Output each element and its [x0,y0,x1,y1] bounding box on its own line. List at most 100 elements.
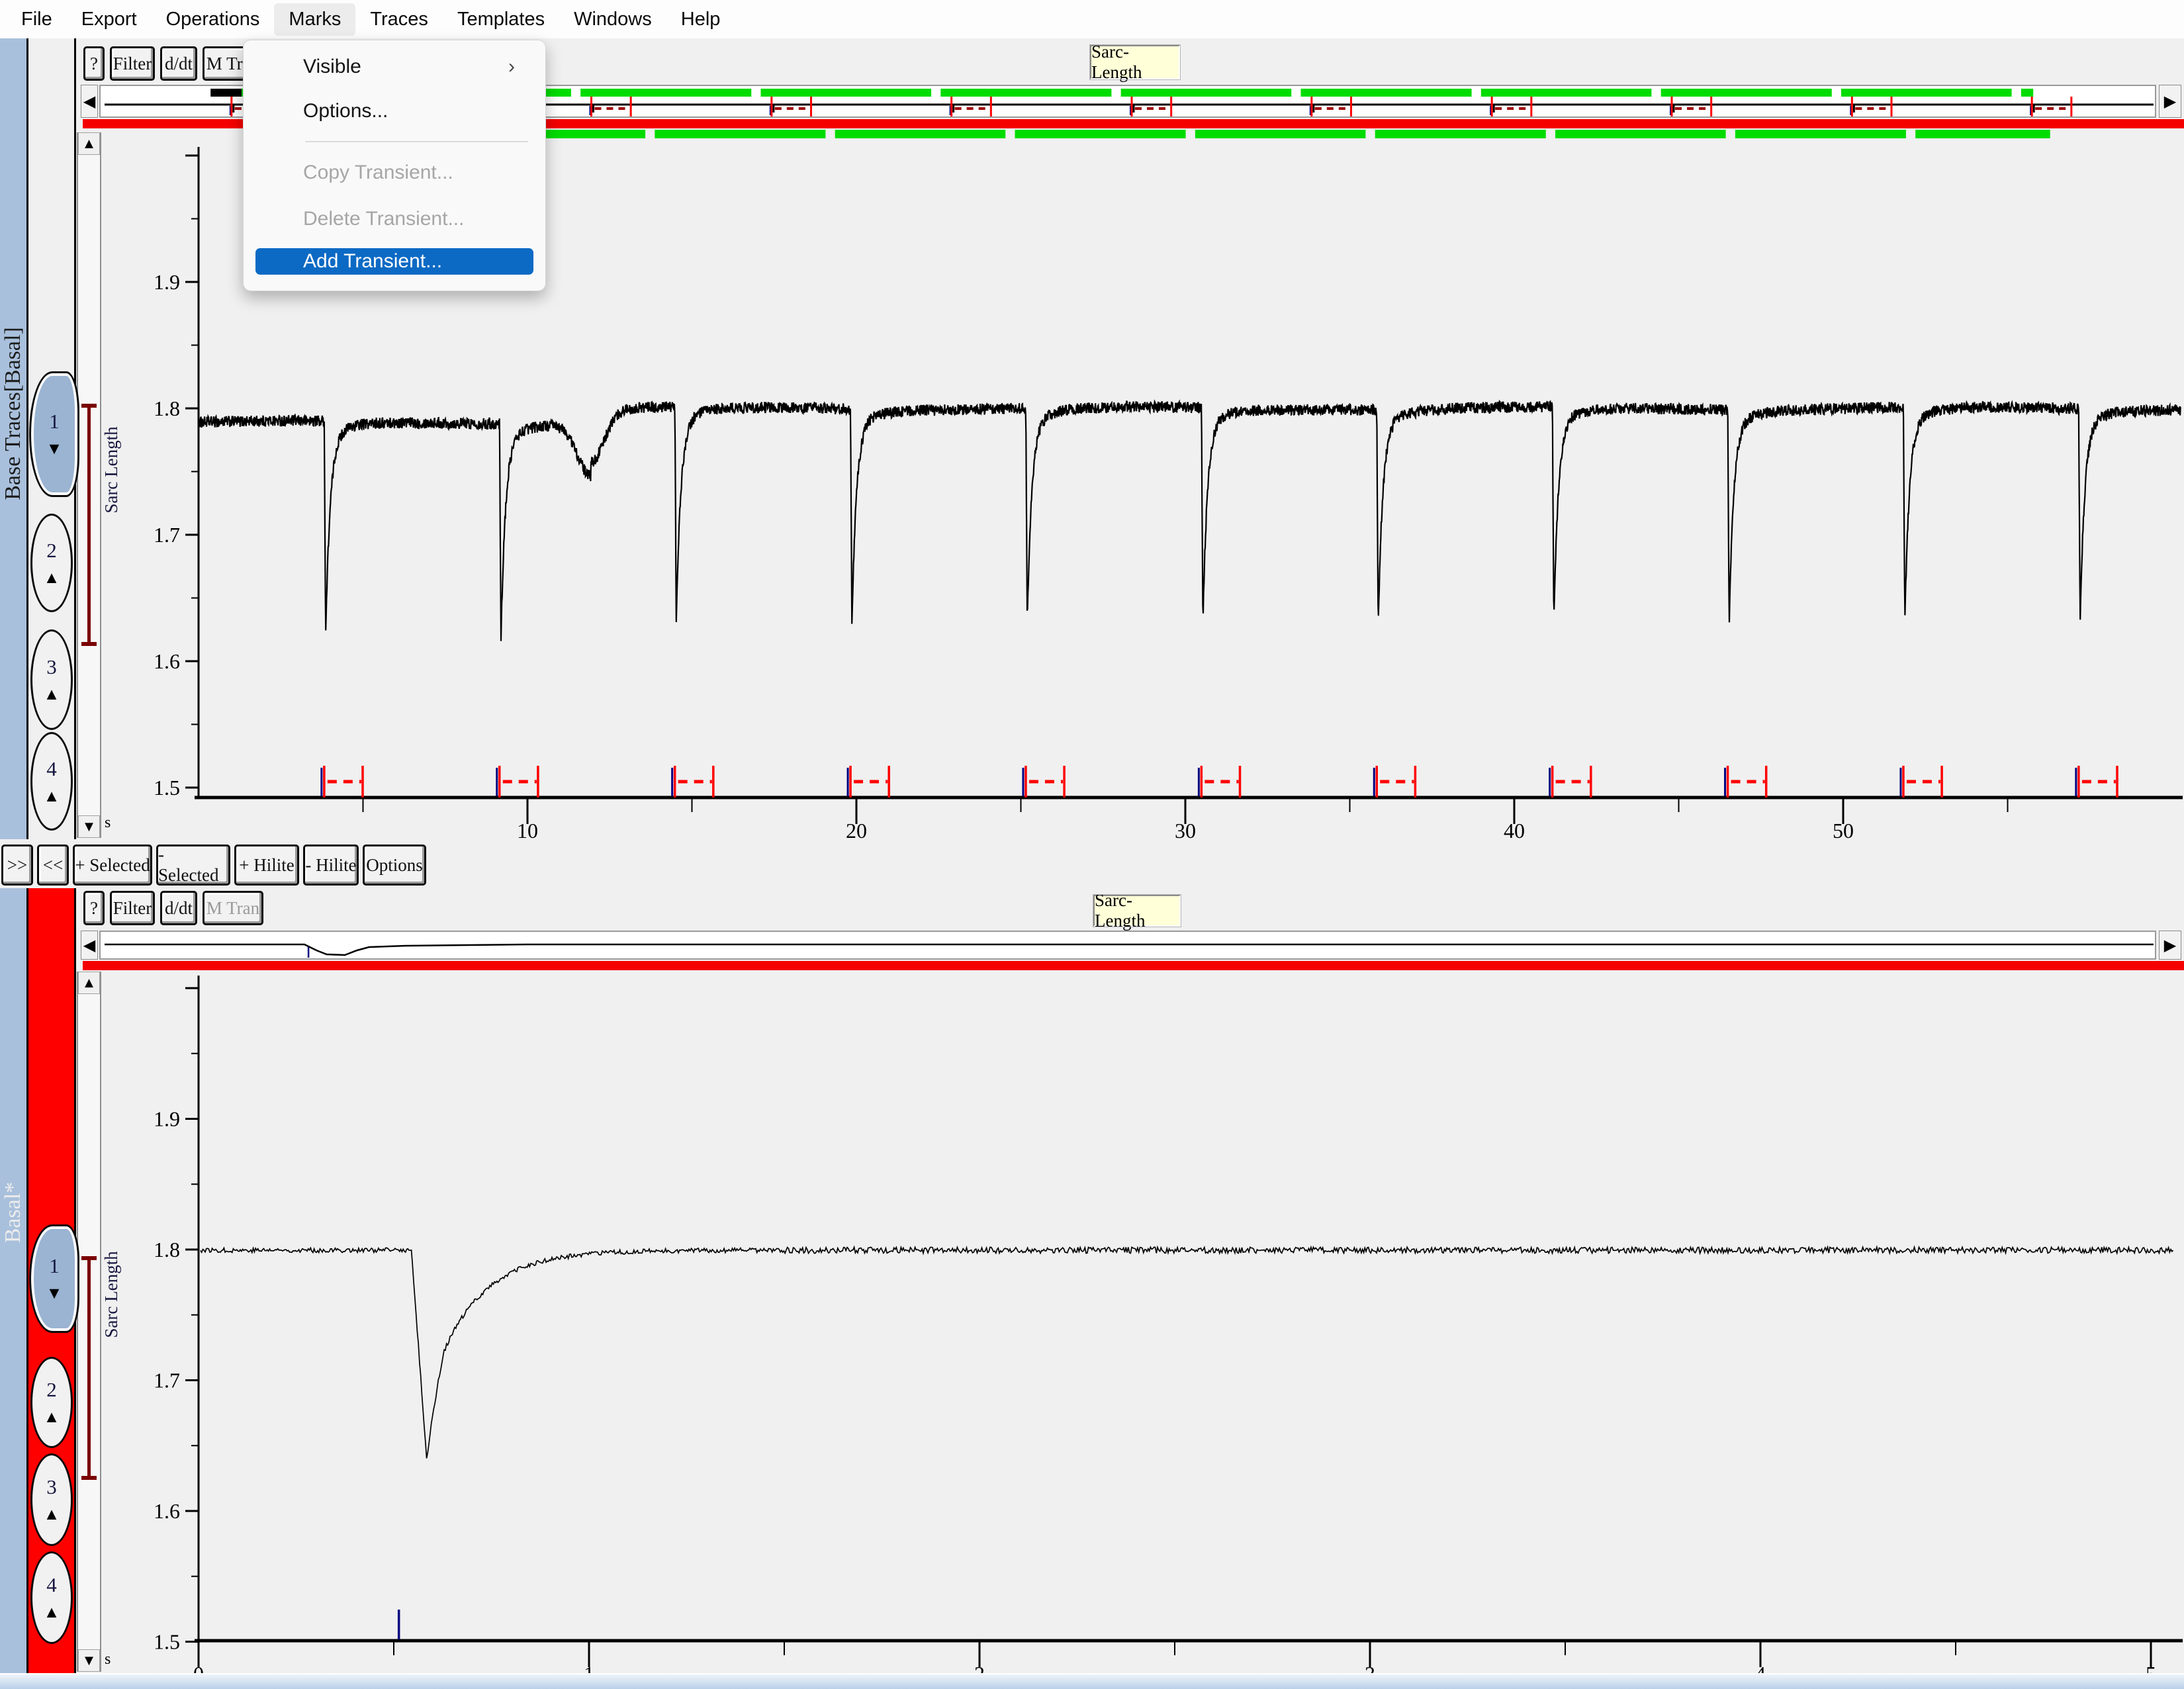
ddt-button[interactable]: d/dt [160,46,197,81]
y-scrollbar[interactable]: ▲ ▼ [77,132,101,838]
menu-item-add-transient[interactable]: Add Transient... [255,248,533,275]
trace-tab-4[interactable]: 4 ▲ [30,1551,73,1644]
y-range-cap[interactable] [81,404,97,408]
tab-number: 2 [46,538,57,562]
triangle-down-icon[interactable]: ▼ [46,439,63,458]
y-range-thumb[interactable] [87,1259,91,1477]
menu-item-options[interactable]: Options... [244,97,545,126]
scroll-right-button[interactable]: ▶ [2159,85,2181,118]
bottom-panel-title: Basal* [1,1181,25,1244]
menu-file[interactable]: File [21,8,52,30]
tab-number: 4 [46,756,57,780]
menu-item-visible[interactable]: Visible › [244,52,545,81]
menu-traces[interactable]: Traces [370,8,428,30]
y-range-cap[interactable] [81,1476,97,1480]
tab-number: 1 [49,410,60,433]
x-unit-label: s [105,1651,111,1668]
trace-tab-1[interactable]: 1 ▼ [29,1224,79,1333]
triangle-up-icon[interactable]: ▲ [43,1408,60,1426]
svg-text:1.7: 1.7 [154,1369,180,1392]
remove-selected-button[interactable]: - Selected [156,844,230,886]
trace-tab-2[interactable]: 2 ▲ [30,514,73,612]
menu-windows[interactable]: Windows [574,8,652,30]
menu-item-label: Delete Transient... [303,208,465,230]
menu-separator [305,141,528,142]
svg-text:1.9: 1.9 [154,1107,180,1131]
y-scrollbar[interactable]: ▲ ▼ [77,972,101,1672]
record-bar [83,961,2184,970]
x-unit-label: s [105,814,111,831]
page-back-button[interactable]: << [37,844,69,886]
ddt-button[interactable]: d/dt [160,891,197,925]
filter-button[interactable]: Filter [110,46,155,81]
scroll-right-button[interactable]: ▶ [2159,931,2181,960]
trace-tab-3[interactable]: 3 ▲ [30,629,73,730]
svg-text:1.9: 1.9 [154,270,180,294]
triangle-up-icon[interactable]: ▲ [43,685,60,704]
help-button[interactable]: ? [83,891,105,925]
scroll-left-button[interactable]: ◀ [81,931,98,960]
filter-button[interactable]: Filter [110,891,155,925]
page-forward-button[interactable]: >> [1,844,33,886]
triangle-up-icon[interactable]: ▲ [43,786,60,805]
overview-strip[interactable] [99,931,2156,960]
menu-item-label: Copy Transient... [303,161,453,183]
svg-text:1.8: 1.8 [154,396,180,420]
marks-context-menu: Visible › Options... Copy Transient... D… [243,40,546,291]
menu-export[interactable]: Export [81,8,137,30]
trace-tab-1[interactable]: 1 ▼ [29,371,79,497]
help-button[interactable]: ? [83,46,105,81]
svg-text:10: 10 [517,819,538,843]
y-range-cap[interactable] [81,642,97,646]
y-range-thumb[interactable] [87,406,91,645]
svg-text:40: 40 [1504,819,1525,843]
trace-name-tag: Sarc-Length [1093,890,1181,931]
triangle-down-icon[interactable]: ▼ [46,1284,63,1302]
svg-text:50: 50 [1833,819,1854,843]
tab-number: 1 [49,1254,60,1277]
add-selected-button[interactable]: + Selected [73,844,152,886]
window-bottom-edge [0,1673,2184,1689]
chart-basal-transient: 1.51.61.71.81.9012345 [154,976,2183,1686]
scroll-down-button[interactable]: ▼ [78,815,100,838]
options-button[interactable]: Options [363,844,426,886]
menu-help[interactable]: Help [680,8,721,30]
triangle-up-icon[interactable]: ▲ [43,1603,60,1621]
menu-item-label: Add Transient... [303,250,443,272]
menu-marks[interactable]: Marks [274,3,356,36]
svg-text:30: 30 [1175,819,1196,843]
trace-tab-3[interactable]: 3 ▲ [30,1453,73,1546]
add-hilite-button[interactable]: + Hilite [234,844,299,886]
svg-text:1.6: 1.6 [154,649,180,673]
divider [26,38,28,839]
divider [26,888,28,1673]
record-bar [83,119,2184,128]
trace-tab-4[interactable]: 4 ▲ [30,732,73,831]
tab-number: 4 [46,1573,57,1596]
menu-templates[interactable]: Templates [457,8,545,30]
triangle-up-icon[interactable]: ▲ [43,1505,60,1524]
svg-text:1.5: 1.5 [154,776,180,799]
y-axis-title: Sarc Length [101,1251,121,1338]
svg-text:1.5: 1.5 [154,1630,180,1654]
scroll-left-button[interactable]: ◀ [81,85,98,118]
svg-text:1.8: 1.8 [154,1238,180,1261]
menu-operations[interactable]: Operations [165,8,260,30]
svg-text:1.7: 1.7 [154,523,180,547]
top-panel-title: Base Traces[Basal] [1,327,25,500]
accept-bar [295,130,2050,138]
scroll-up-button[interactable]: ▲ [78,972,100,994]
trace-tab-2[interactable]: 2 ▲ [30,1357,73,1448]
trace-name-tag: Sarc-Length [1089,42,1181,82]
menubar: File Export Operations Marks Traces Temp… [0,0,2184,38]
y-range-cap[interactable] [81,1256,97,1260]
tab-number: 3 [46,655,57,678]
svg-text:1.6: 1.6 [154,1499,180,1523]
tab-number: 2 [46,1378,57,1401]
scroll-down-button[interactable]: ▼ [78,1649,100,1672]
triangle-up-icon[interactable]: ▲ [43,568,60,587]
menu-item-label: Visible [303,56,361,77]
scroll-up-button[interactable]: ▲ [78,132,100,155]
remove-hilite-button[interactable]: - Hilite [303,844,359,886]
